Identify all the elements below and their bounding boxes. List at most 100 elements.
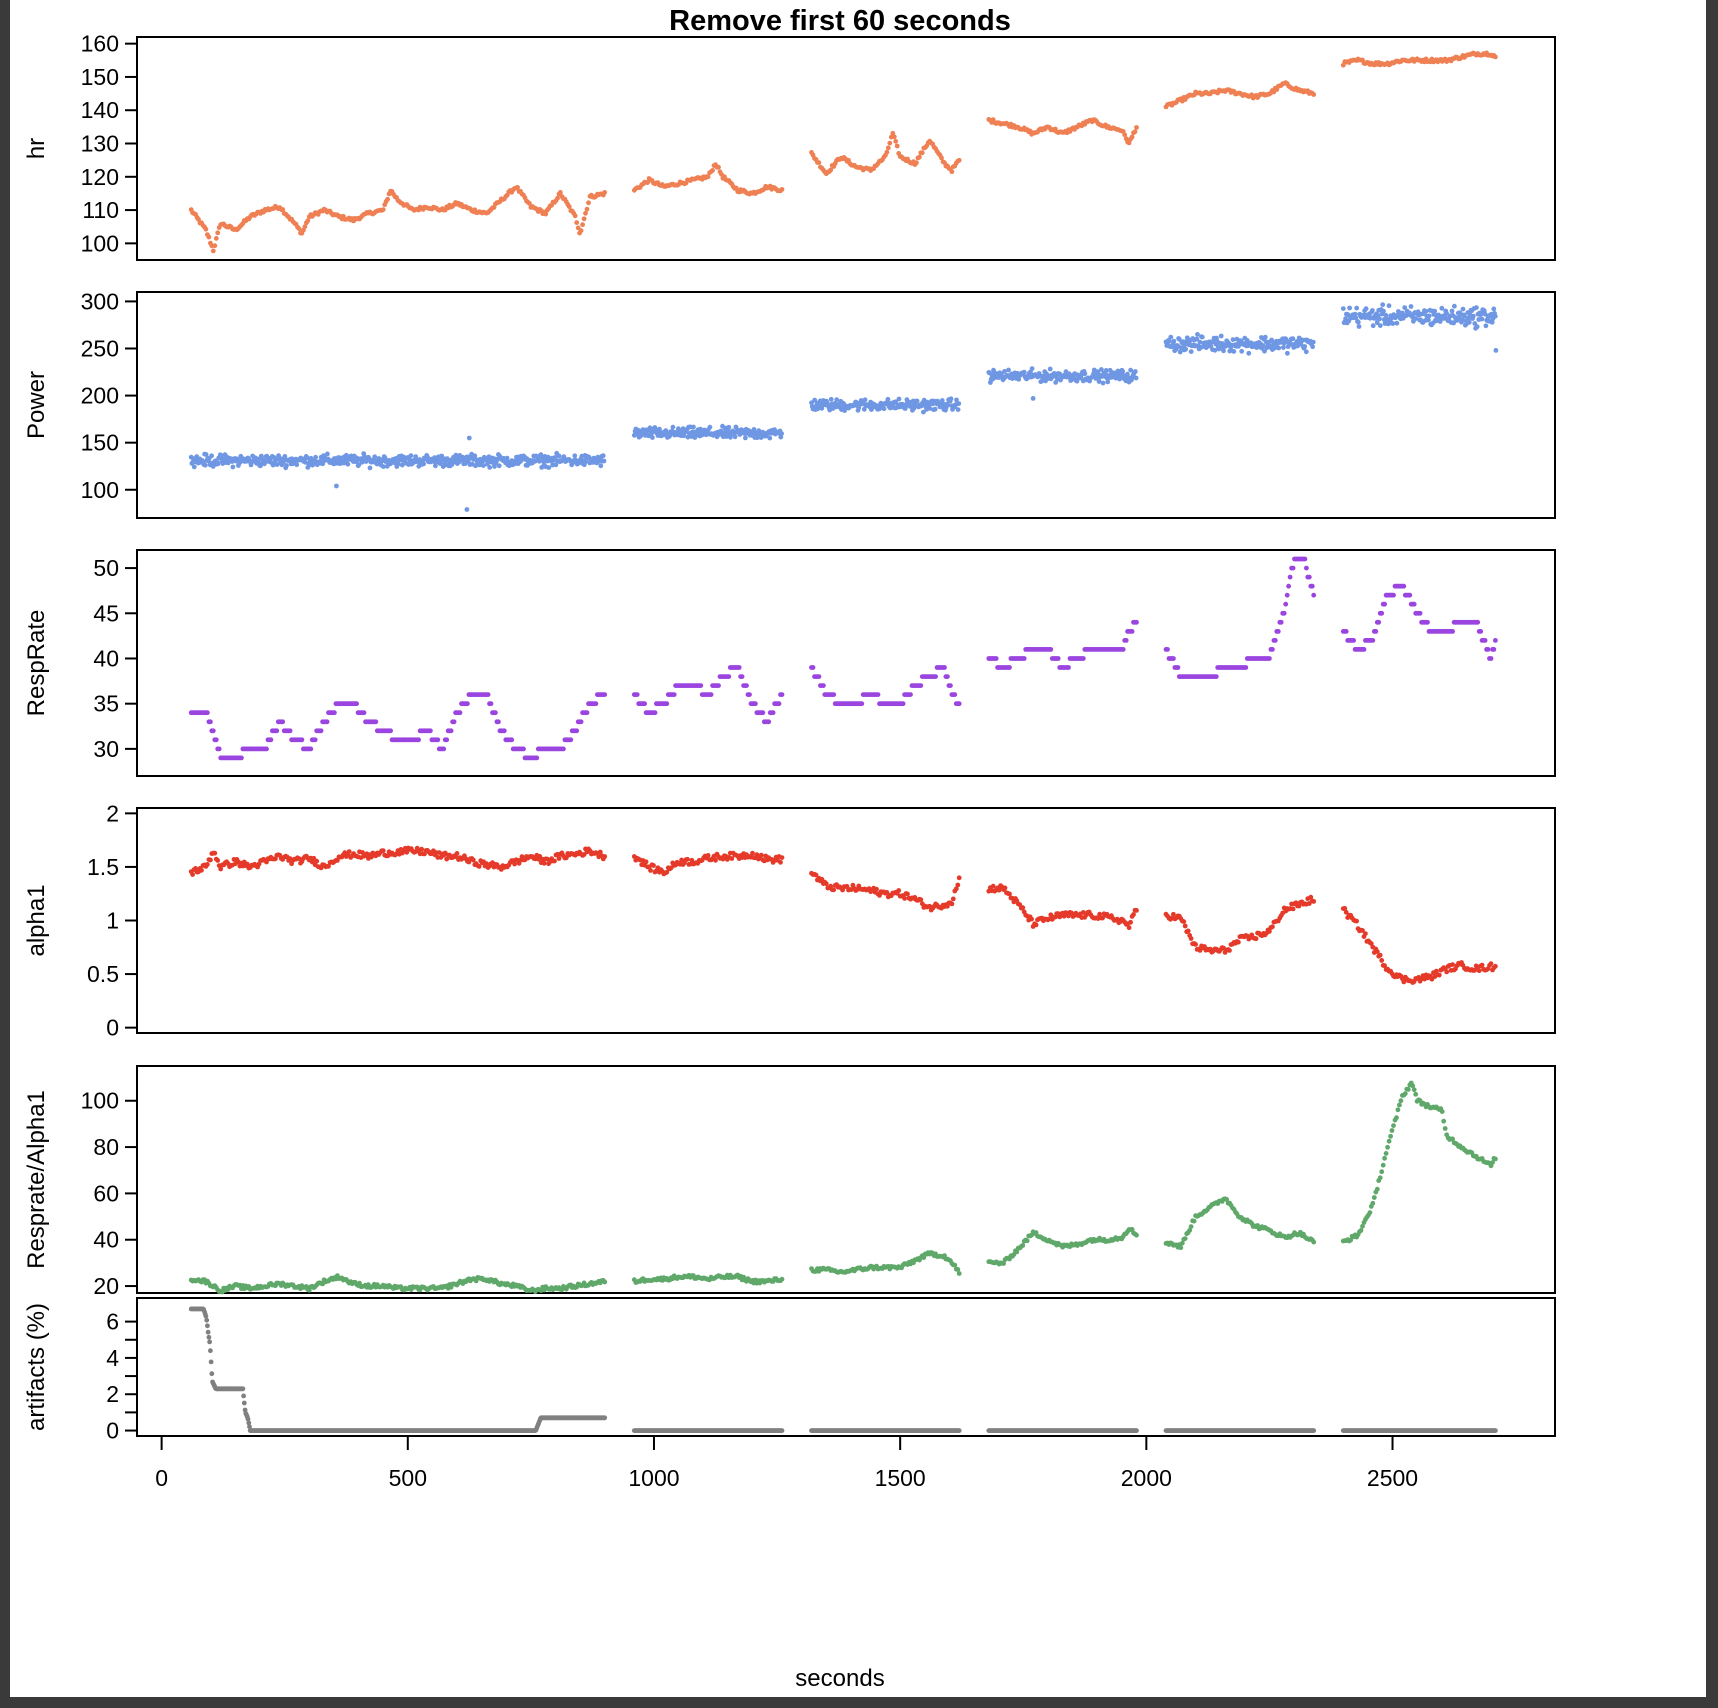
data-point <box>1370 323 1376 329</box>
data-point <box>1123 638 1129 643</box>
data-point <box>918 897 924 902</box>
data-point <box>1340 306 1346 311</box>
data-point <box>753 701 758 707</box>
data-point <box>1363 306 1369 312</box>
data-point <box>1197 339 1203 345</box>
data-point <box>1224 1197 1229 1202</box>
data-point <box>1239 348 1245 354</box>
data-point <box>1402 1091 1408 1096</box>
data-point <box>492 464 497 469</box>
data-point <box>210 248 216 254</box>
data-point <box>572 453 578 459</box>
y-tick-label-hr: 140 <box>81 97 119 123</box>
data-point <box>1377 1175 1383 1181</box>
data-point <box>1382 1155 1387 1161</box>
data-point <box>280 207 286 212</box>
data-point <box>1272 638 1278 643</box>
data-point <box>1287 574 1293 580</box>
data-point <box>1460 306 1466 312</box>
data-point <box>1397 1102 1402 1108</box>
data-point <box>664 869 670 875</box>
data-point <box>1283 601 1289 607</box>
data-point <box>552 455 558 460</box>
data-point <box>831 692 837 697</box>
data-point <box>1441 1118 1447 1124</box>
data-point <box>1309 583 1315 589</box>
data-point <box>1493 963 1498 969</box>
data-point <box>821 683 826 688</box>
data-point <box>1395 1107 1401 1113</box>
data-point <box>1374 949 1380 954</box>
data-point <box>1342 906 1348 911</box>
panel-frame-resprate-alpha1 <box>136 1065 1556 1294</box>
data-point <box>1373 629 1379 634</box>
data-point <box>642 701 647 707</box>
data-point <box>1006 367 1011 373</box>
y-tick-label-alpha1: 0 <box>106 1015 119 1041</box>
data-point <box>875 692 881 697</box>
data-point <box>1230 337 1236 342</box>
data-point <box>1493 1156 1498 1162</box>
data-point <box>578 228 584 234</box>
data-point <box>1074 378 1080 384</box>
data-point <box>1246 350 1252 356</box>
y-tick-label-resprate-alpha1: 60 <box>93 1180 119 1206</box>
data-point <box>1132 129 1138 135</box>
data-point <box>204 1317 210 1323</box>
data-point <box>388 728 393 734</box>
data-point <box>240 1386 246 1392</box>
data-point <box>685 434 691 440</box>
y-tick-label-alpha1: 1.5 <box>87 854 119 880</box>
data-point <box>419 846 424 852</box>
data-point <box>1120 369 1126 374</box>
data-point <box>1401 583 1407 589</box>
data-point <box>831 887 837 893</box>
data-point <box>1385 1144 1390 1150</box>
data-point <box>1470 313 1476 319</box>
data-point <box>1290 906 1296 912</box>
data-point <box>556 453 562 459</box>
y-tick-label-resprate: 40 <box>93 645 119 671</box>
data-point <box>956 1271 962 1276</box>
data-point <box>205 1329 211 1335</box>
data-point <box>578 719 584 725</box>
data-point <box>308 746 314 752</box>
data-point <box>954 397 959 403</box>
data-point <box>380 848 386 854</box>
y-tick-label-resprate-alpha1: 80 <box>93 1134 119 1160</box>
data-point <box>1439 1109 1445 1114</box>
data-point <box>1489 319 1495 325</box>
data-point <box>367 465 373 471</box>
data-point <box>274 728 280 734</box>
data-point <box>1188 936 1194 941</box>
data-point <box>1436 972 1442 978</box>
data-point <box>1466 319 1472 325</box>
data-point <box>553 462 559 468</box>
data-point <box>413 454 419 459</box>
data-point <box>1191 1218 1197 1224</box>
data-point <box>1306 574 1312 580</box>
data-point <box>1122 132 1128 138</box>
data-point <box>416 737 421 743</box>
y-tick-label-artifacts: 2 <box>106 1381 119 1407</box>
data-point <box>334 483 339 489</box>
data-point <box>710 168 715 173</box>
data-point <box>454 851 460 856</box>
data-point <box>313 454 318 460</box>
data-point <box>908 692 913 697</box>
data-point <box>1096 379 1102 384</box>
y-tick-label-power: 250 <box>81 336 119 362</box>
data-point <box>1383 312 1389 318</box>
data-point <box>215 461 221 467</box>
data-point <box>1383 1151 1389 1156</box>
panel-frame-alpha1 <box>136 807 1556 1034</box>
data-point <box>1055 656 1061 661</box>
data-point <box>318 728 324 734</box>
data-point <box>945 674 950 679</box>
data-point <box>1007 891 1012 897</box>
data-point <box>210 728 216 734</box>
data-point <box>203 1313 209 1319</box>
data-point <box>1426 317 1431 323</box>
data-point <box>239 755 244 761</box>
data-point <box>900 701 906 707</box>
